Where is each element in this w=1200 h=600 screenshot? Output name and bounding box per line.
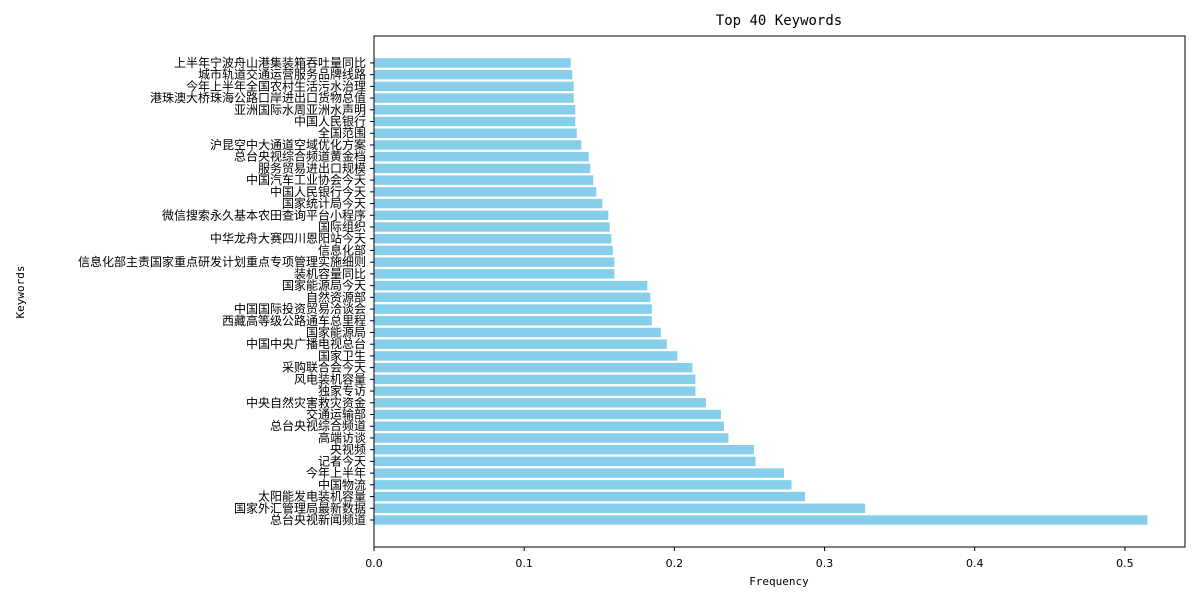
bar — [374, 222, 610, 232]
y-tick-label: 今年上半年 — [306, 465, 366, 480]
y-tick-label: 总台央视综合频道黄金档 — [234, 149, 366, 164]
y-tick-label: 央视频 — [330, 442, 366, 457]
x-tick-label: 0.5 — [1116, 557, 1134, 570]
bar — [374, 304, 652, 314]
y-tick-label: 全国范围 — [318, 125, 366, 140]
bar — [374, 374, 696, 385]
y-tick-label: 交通运输部 — [306, 407, 366, 422]
bar — [374, 456, 756, 467]
y-tick-label: 记者今天 — [318, 453, 366, 468]
bar — [374, 280, 648, 291]
bars-group — [374, 58, 1148, 525]
bar — [374, 69, 573, 80]
bar — [374, 444, 754, 455]
bar — [374, 292, 651, 303]
y-tick-label: 上半年宁波舟山港集装箱吞吐量同比 — [174, 55, 366, 70]
bar — [374, 398, 706, 408]
x-tick-label: 0.1 — [515, 557, 533, 570]
bar — [374, 58, 571, 68]
bar — [374, 409, 721, 420]
bar — [374, 386, 696, 396]
bar — [374, 81, 574, 92]
y-tick-label: 总台央视综合频道 — [270, 418, 366, 433]
y-tick-label: 国家卫生 — [318, 348, 366, 363]
y-tick-label: 沪昆空中大通道空域优化方案 — [210, 137, 366, 152]
bar — [374, 198, 603, 209]
y-tick-label: 中央自然灾害救灾资金 — [246, 395, 366, 410]
y-tick-label: 中国物流 — [318, 477, 366, 492]
bar — [374, 480, 792, 490]
bar — [374, 316, 652, 326]
y-tick-label: 总台央视新闻频道 — [270, 512, 366, 527]
x-tick-label: 0.2 — [666, 557, 684, 570]
bar — [374, 163, 591, 174]
y-tick-label: 高端访谈 — [318, 430, 366, 445]
plot-frame — [373, 35, 1186, 548]
y-tick-label: 风电装机容量 — [294, 371, 366, 386]
bar — [374, 421, 724, 431]
y-tick-label: 采购联合会今天 — [282, 360, 366, 375]
y-tick-label: 亚洲国际水周亚洲水声明 — [234, 103, 366, 117]
y-tick-label: 中国中央广播电视总台 — [246, 336, 366, 351]
y-tick-label: 自然资源部 — [306, 289, 366, 304]
bar — [374, 257, 615, 267]
y-tick-label: 今年上半年全国农村生活污水治理 — [186, 78, 366, 93]
y-tick-label: 信息化部 — [318, 242, 366, 257]
y-tick-label: 中国汽车工业协会今天 — [246, 172, 366, 187]
x-tick-label: 0.0 — [365, 557, 383, 570]
y-tick-label: 城市轨道交通运营服务品牌线路 — [198, 67, 366, 82]
bar — [374, 105, 576, 115]
bar — [374, 351, 678, 361]
bar — [374, 503, 866, 513]
y-tick-label: 国际组织 — [318, 220, 366, 234]
y-tick-label: 港珠澳大桥珠海公路口岸进出口货物总值 — [150, 90, 366, 105]
bar — [374, 175, 594, 185]
chart-title: Top 40 Keywords — [716, 13, 842, 29]
bar — [374, 339, 667, 349]
y-tick-label: 太阳能发电装机容量 — [258, 489, 366, 504]
y-tick-label: 国家外汇管理局最新数据 — [234, 500, 366, 515]
bar — [374, 93, 574, 103]
bar — [374, 362, 693, 373]
bar — [374, 491, 806, 502]
bar — [374, 151, 589, 162]
y-tick-label: 装机容量同比 — [294, 266, 366, 281]
y-tick-label: 中国国际投资贸易洽谈会 — [234, 301, 366, 316]
y-tick-label: 西藏高等级公路通车总里程 — [222, 313, 366, 328]
bar — [374, 187, 597, 197]
x-axis-ticks: 0.0 0.1 0.2 0.3 0.4 0.5 — [365, 547, 1134, 570]
bar — [374, 327, 661, 338]
bar — [374, 140, 582, 150]
x-tick-label: 0.4 — [966, 557, 984, 570]
bar — [374, 210, 609, 220]
y-tick-label: 国家能源局今天 — [282, 278, 366, 293]
bar — [374, 269, 615, 279]
y-tick-label: 独家专访 — [318, 383, 366, 398]
bar — [374, 116, 576, 127]
bar — [374, 245, 613, 256]
y-tick-labels: 总台央视新闻频道国家外汇管理局最新数据太阳能发电装机容量中国物流今年上半年记者今… — [78, 55, 374, 527]
y-tick-label: 信息化部主责国家重点研发计划重点专项管理实施细则 — [78, 254, 366, 269]
bar — [374, 234, 612, 244]
y-axis-label: Keywords — [14, 266, 27, 319]
y-tick-label: 服务贸易进出口规模 — [258, 160, 366, 175]
x-tick-label: 0.3 — [816, 557, 834, 570]
bar — [374, 515, 1148, 525]
bar — [374, 433, 729, 443]
bar — [374, 128, 577, 138]
y-tick-label: 中华龙舟大赛四川恩阳站今天 — [210, 231, 366, 246]
y-tick-label: 中国人民银行 — [294, 114, 366, 129]
y-tick-label: 国家能源局 — [306, 324, 366, 339]
y-tick-label: 中国人民银行今天 — [270, 184, 366, 199]
x-axis-label: Frequency — [749, 575, 809, 588]
y-tick-label: 国家统计局今天 — [282, 196, 366, 211]
bar — [374, 468, 785, 478]
y-tick-label: 微信搜索永久基本农田查询平台小程序 — [162, 207, 366, 222]
